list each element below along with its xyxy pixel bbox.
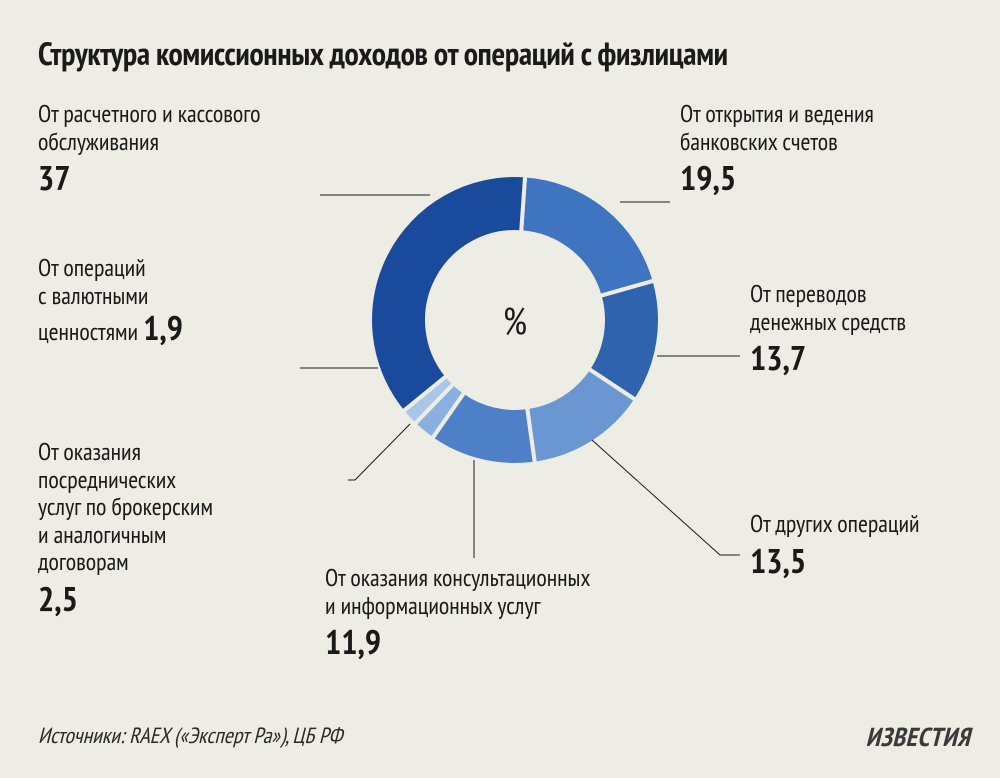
donut-chart: % [370,175,660,465]
slice-label-line: От переводов [750,278,867,309]
slice-label-line: с валютными [38,280,148,311]
brand-logo: ИЗВЕСТИЯ [866,721,970,754]
slice-value: 19,5 [680,159,736,198]
slice-label-line: От расчетного и кассового [38,98,260,129]
slice-label-line: обслуживания [38,126,159,157]
slice-value: 13,7 [750,339,806,378]
slice-label-line: услуг по брокерским [38,491,213,522]
slice-value: 2,5 [38,580,78,619]
slice-label-line: От других операций [750,508,920,539]
slice-value: 37 [38,159,71,198]
slice-value: 13,5 [750,542,806,581]
slice-label-line: От оказания [38,436,141,467]
center-label: % [370,175,660,465]
page-title: Структура комиссионных доходов от операц… [38,32,728,74]
slice-label-line: посреднических [38,464,176,495]
slice-label: От оказания консультационныхи информацио… [325,564,665,662]
slice-label-line: договорам [38,546,129,577]
slice-label: От открытия и ведениябанковских счетов19… [680,100,980,198]
slice-label-line: и аналогичным [38,519,166,550]
slice-label: От расчетного и кассовогообслуживания37 [38,100,358,198]
slice-label-line: ценностями [38,316,138,347]
slice-label: От переводовденежных средств13,7 [750,280,980,378]
slice-label: От операцийс валютными ценностями 1,9 [38,254,358,348]
slice-value: 11,9 [325,623,381,662]
infographic: Структура комиссионных доходов от операц… [0,0,1000,778]
slice-label-line: От оказания консультационных [325,562,590,593]
slice-label-line: банковских счетов [680,126,838,157]
source-text: Источники: RAEX («Эксперт Ра»), ЦБ РФ [38,722,342,750]
slice-label: От оказанияпосредническихуслуг по брокер… [38,438,358,619]
slice-label-line: От открытия и ведения [680,98,874,129]
slice-label-line: и информационных услуг [325,590,541,621]
slice-value: 1,9 [143,306,183,350]
slice-label-line: От операций [38,252,146,283]
slice-label: От других операций13,5 [750,510,980,581]
slice-label-line: денежных средств [750,306,906,337]
